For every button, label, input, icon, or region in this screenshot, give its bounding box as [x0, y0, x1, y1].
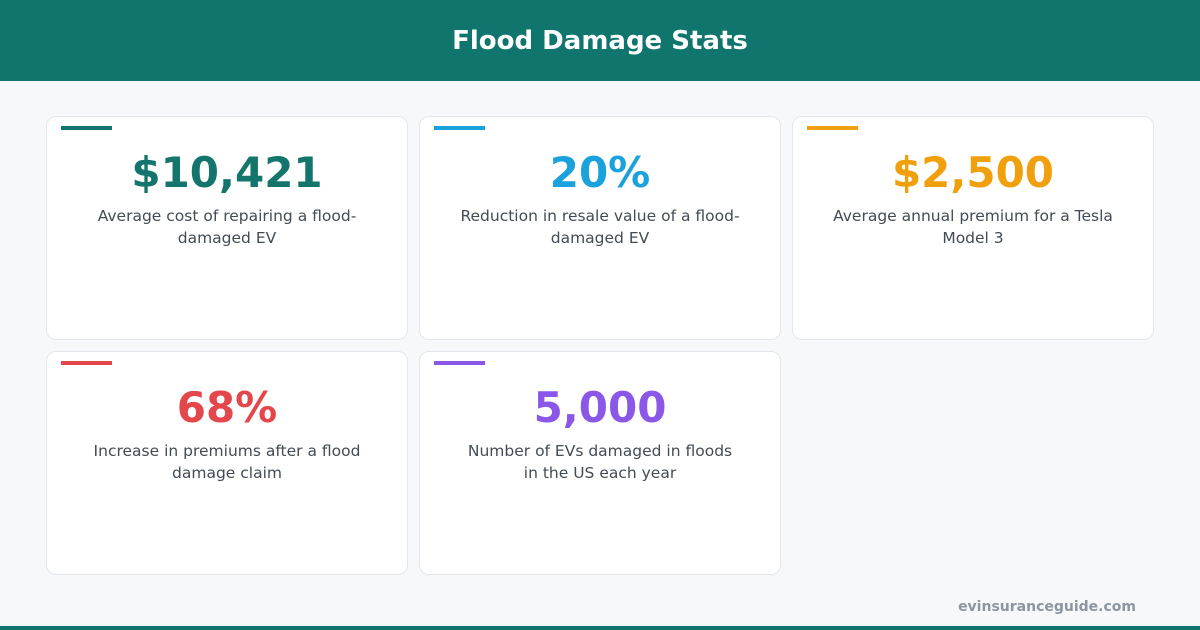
- source: evinsuranceguide.com: [958, 599, 1136, 615]
- header: Flood Damage Stats: [0, 0, 1200, 81]
- stat-value: 68%: [176, 383, 278, 432]
- stat-value: $10,421: [131, 148, 323, 197]
- stat-card: $2,500 Average annual premium for a Tesla…: [792, 116, 1154, 340]
- accent-bar: [434, 126, 485, 130]
- stat-card: 68% Increase in premiums after a flood da…: [46, 351, 408, 575]
- stat-card: 20% Reduction in resale value of a flood-…: [419, 116, 781, 340]
- title: Flood Damage Stats: [452, 25, 748, 56]
- accent-bar: [61, 361, 112, 365]
- stat-card: $10,421 Average cost of repairing a flood…: [46, 116, 408, 340]
- stat-value: 5,000: [533, 383, 667, 432]
- bottom-bar: [0, 626, 1200, 630]
- accent-bar: [807, 126, 858, 130]
- stat-description: Number of EVs damaged in floods in the U…: [467, 442, 733, 482]
- accent-bar: [61, 126, 112, 130]
- stat-description: Increase in premiums after a flood damag…: [93, 442, 361, 482]
- stat-card: 5,000 Number of EVs damaged in floods in …: [419, 351, 781, 575]
- stat-description: Average annual premium for a Tesla Model…: [833, 207, 1113, 247]
- stat-value: $2,500: [891, 148, 1055, 197]
- stat-description: Reduction in resale value of a flood-dam…: [460, 207, 740, 247]
- stat-description: Average cost of repairing a flood-damage…: [97, 207, 357, 247]
- accent-bar: [434, 361, 485, 365]
- stat-value: 20%: [549, 148, 651, 197]
